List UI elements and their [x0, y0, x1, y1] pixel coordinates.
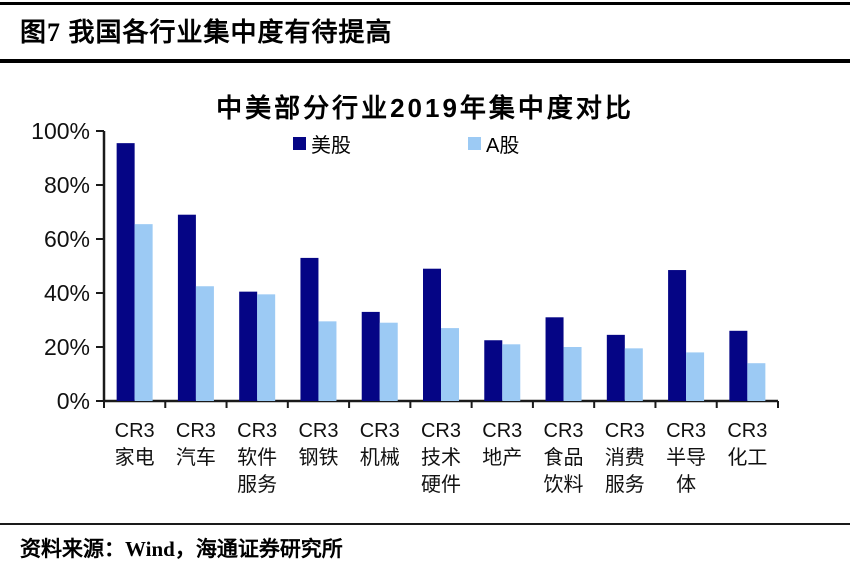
x-axis-category-label: 化工 — [727, 446, 767, 469]
x-axis-category-label: CR3 — [298, 420, 338, 442]
x-axis-category-label: CR3 — [360, 420, 400, 442]
y-axis-tick-label: 40% — [44, 280, 90, 306]
bar-A股-CR3地产 — [502, 344, 521, 401]
x-axis-category-label: CR3 — [727, 420, 767, 442]
header-divider-line — [0, 59, 850, 63]
x-axis-category-label: 硬件 — [421, 473, 461, 496]
y-axis-tick-label: 100% — [31, 118, 90, 144]
x-axis-category-label: CR3 — [237, 420, 277, 442]
bar-A股-CR3钢铁 — [318, 321, 337, 401]
x-axis-category-label: CR3 — [176, 420, 216, 442]
legend-label-a-shares: A股 — [486, 135, 520, 157]
x-axis-category-label: 服务 — [605, 473, 645, 496]
bar-A股-CR3技术硬件 — [441, 328, 459, 401]
bar-A股-CR3消费服务 — [624, 348, 643, 401]
bar-美股-CR3食品饮料 — [545, 317, 564, 401]
x-axis-category-label: CR3 — [421, 420, 461, 442]
footer-divider-line — [0, 523, 850, 525]
x-axis-category-label: 地产 — [482, 446, 522, 469]
legend-item-us-stocks: 美股 — [293, 129, 351, 158]
chart-title: 中美部分行业2019年集中度对比 — [216, 93, 634, 123]
x-axis-category-label: 饮料 — [544, 473, 584, 496]
bar-美股-CR3地产 — [484, 340, 503, 401]
bar-A股-CR3机械 — [379, 322, 398, 401]
x-axis-category-label: CR3 — [115, 420, 155, 442]
bar-A股-CR3食品饮料 — [563, 347, 582, 401]
legend-item-a-shares: A股 — [468, 129, 519, 158]
x-axis-category-label: 服务 — [237, 473, 277, 496]
x-axis-category-label: 半导 — [666, 446, 706, 469]
x-axis-category-label: CR3 — [544, 420, 584, 442]
y-axis-tick-label: 60% — [44, 226, 90, 252]
bar-A股-CR3化工 — [747, 363, 766, 401]
bar-美股-CR3技术硬件 — [423, 268, 441, 401]
bar-美股-CR3汽车 — [177, 214, 196, 401]
bar-美股-CR3消费服务 — [606, 334, 625, 401]
bar-A股-CR3半导体 — [686, 352, 705, 401]
x-axis-category-label: 消费 — [605, 446, 645, 469]
bar-美股-CR3半导体 — [668, 270, 687, 401]
bar-美股-CR3钢铁 — [300, 257, 319, 401]
x-axis-category-label: CR3 — [666, 420, 706, 442]
figure-title: 图7 我国各行业集中度有待提高 — [20, 18, 393, 47]
x-axis-category-label: CR3 — [482, 420, 522, 442]
x-axis-category-label: CR3 — [605, 420, 645, 442]
x-axis-category-label: 汽车 — [176, 446, 216, 469]
bar-A股-CR3家电 — [134, 224, 153, 401]
y-axis-tick-label: 20% — [44, 334, 90, 360]
bar-美股-CR3化工 — [729, 330, 748, 401]
x-axis-category-label: 体 — [676, 473, 696, 496]
bar-美股-CR3机械 — [361, 311, 380, 401]
x-axis-category-label: 软件 — [237, 446, 277, 469]
bar-美股-CR3软件服务 — [239, 291, 258, 401]
source-note: 资料来源：Wind，海通证券研究所 — [20, 537, 343, 561]
y-axis-tick-label: 0% — [57, 388, 90, 414]
x-axis-category-label: 钢铁 — [298, 446, 338, 469]
x-axis-category-label: 食品 — [544, 446, 584, 469]
top-border-line — [0, 2, 850, 5]
bar-A股-CR3软件服务 — [257, 294, 276, 401]
bar-美股-CR3家电 — [116, 143, 135, 401]
y-axis-tick-label: 80% — [44, 172, 90, 198]
us-series-swatch-icon — [293, 137, 306, 150]
a-series-swatch-icon — [468, 137, 481, 150]
legend-label-us-stocks: 美股 — [311, 135, 351, 157]
x-axis-category-label: 技术 — [421, 446, 461, 469]
x-axis-category-label: 家电 — [115, 446, 155, 469]
bar-A股-CR3汽车 — [195, 286, 214, 401]
x-axis-category-label: 机械 — [360, 446, 400, 469]
